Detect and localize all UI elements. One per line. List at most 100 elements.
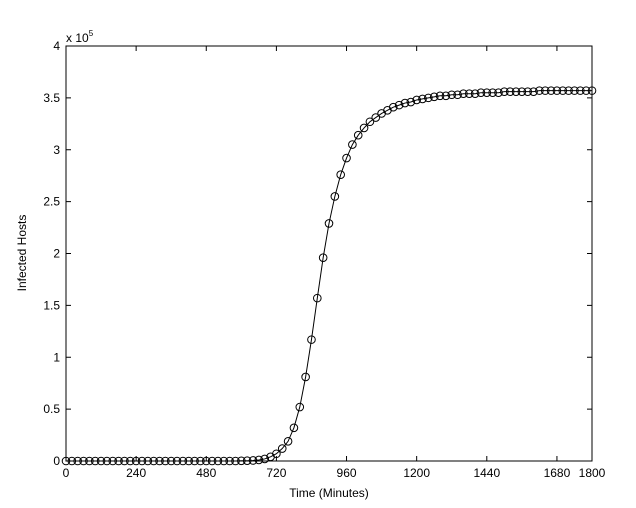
line <box>66 90 592 462</box>
marker <box>90 456 100 466</box>
marker <box>225 456 234 466</box>
marker <box>108 456 118 466</box>
marker <box>277 444 287 453</box>
marker <box>85 456 94 466</box>
marker <box>342 153 351 163</box>
marker <box>289 423 299 433</box>
x-tick-label: 1200 <box>403 466 430 480</box>
marker <box>406 97 416 107</box>
y-tick-label: 1 <box>53 350 60 364</box>
marker <box>476 88 486 97</box>
marker <box>172 456 182 466</box>
marker <box>552 86 562 95</box>
marker <box>336 170 345 179</box>
marker <box>359 123 369 133</box>
marker <box>330 192 340 201</box>
x-tick-label: 1680 <box>544 466 571 480</box>
marker <box>166 456 176 466</box>
marker <box>178 456 188 466</box>
y-tick-label: 3.5 <box>43 91 60 105</box>
y-tick-label: 2 <box>53 247 60 261</box>
x-tick-label: 0 <box>63 466 70 480</box>
marker <box>120 456 129 466</box>
marker <box>149 456 158 466</box>
marker <box>248 456 258 465</box>
y-multiplier-base: x 10 <box>66 31 89 45</box>
marker <box>441 91 451 101</box>
marker <box>348 140 357 149</box>
marker <box>260 454 270 464</box>
marker <box>464 89 474 99</box>
marker <box>371 113 381 122</box>
marker <box>488 88 497 97</box>
marker <box>67 456 77 466</box>
marker <box>500 87 509 96</box>
marker <box>459 89 468 99</box>
marker <box>295 402 305 412</box>
marker <box>190 456 199 466</box>
marker <box>535 86 544 95</box>
y-multiplier: x 105 <box>66 29 94 45</box>
marker <box>155 456 164 466</box>
y-tick-label: 4 <box>53 39 60 53</box>
marker <box>429 92 439 102</box>
y-tick-label: 0 <box>53 454 60 468</box>
marker <box>564 86 573 95</box>
marker <box>307 335 316 344</box>
marker <box>581 86 591 95</box>
y-tick-label: 0.5 <box>43 402 60 416</box>
marker <box>242 456 252 465</box>
x-tick-label: 960 <box>337 466 357 480</box>
marker <box>114 456 123 466</box>
marker <box>231 456 240 466</box>
marker <box>125 456 135 466</box>
marker <box>102 456 112 466</box>
marker <box>570 86 579 95</box>
marker <box>201 456 211 466</box>
marker <box>523 87 533 96</box>
marker <box>237 456 246 466</box>
marker <box>272 449 281 459</box>
x-tick-label: 1440 <box>473 466 500 480</box>
marker <box>558 86 568 95</box>
marker <box>301 372 310 382</box>
marker <box>207 456 217 466</box>
x-tick-label: 240 <box>126 466 146 480</box>
marker <box>587 86 597 95</box>
marker <box>394 100 404 110</box>
marker <box>318 253 328 262</box>
marker <box>453 90 462 100</box>
marker <box>219 456 229 466</box>
marker <box>412 95 421 105</box>
marker <box>161 456 170 466</box>
y-tick-label: 3 <box>53 143 60 157</box>
marker <box>131 456 141 466</box>
marker <box>505 87 515 96</box>
marker <box>79 456 88 466</box>
marker <box>73 456 82 466</box>
marker <box>137 456 147 466</box>
x-tick-label: 720 <box>266 466 286 480</box>
marker <box>494 88 503 97</box>
marker <box>213 456 223 466</box>
marker <box>400 98 410 108</box>
marker <box>254 455 264 465</box>
marker <box>196 456 205 466</box>
marker <box>517 87 527 96</box>
marker <box>388 102 398 112</box>
y-tick-label: 1.5 <box>43 298 60 312</box>
marker <box>313 293 322 303</box>
marker <box>576 86 585 95</box>
marker <box>324 219 334 228</box>
marker <box>353 130 363 140</box>
x-axis-label: Time (Minutes) <box>289 486 369 500</box>
y-axis-label: Infected Hosts <box>15 215 29 292</box>
marker <box>470 89 480 99</box>
y-multiplier-exponent: 5 <box>89 29 94 38</box>
marker <box>424 93 433 103</box>
y-tick-label: 2.5 <box>43 195 60 209</box>
marker <box>143 456 153 466</box>
marker <box>418 94 427 104</box>
